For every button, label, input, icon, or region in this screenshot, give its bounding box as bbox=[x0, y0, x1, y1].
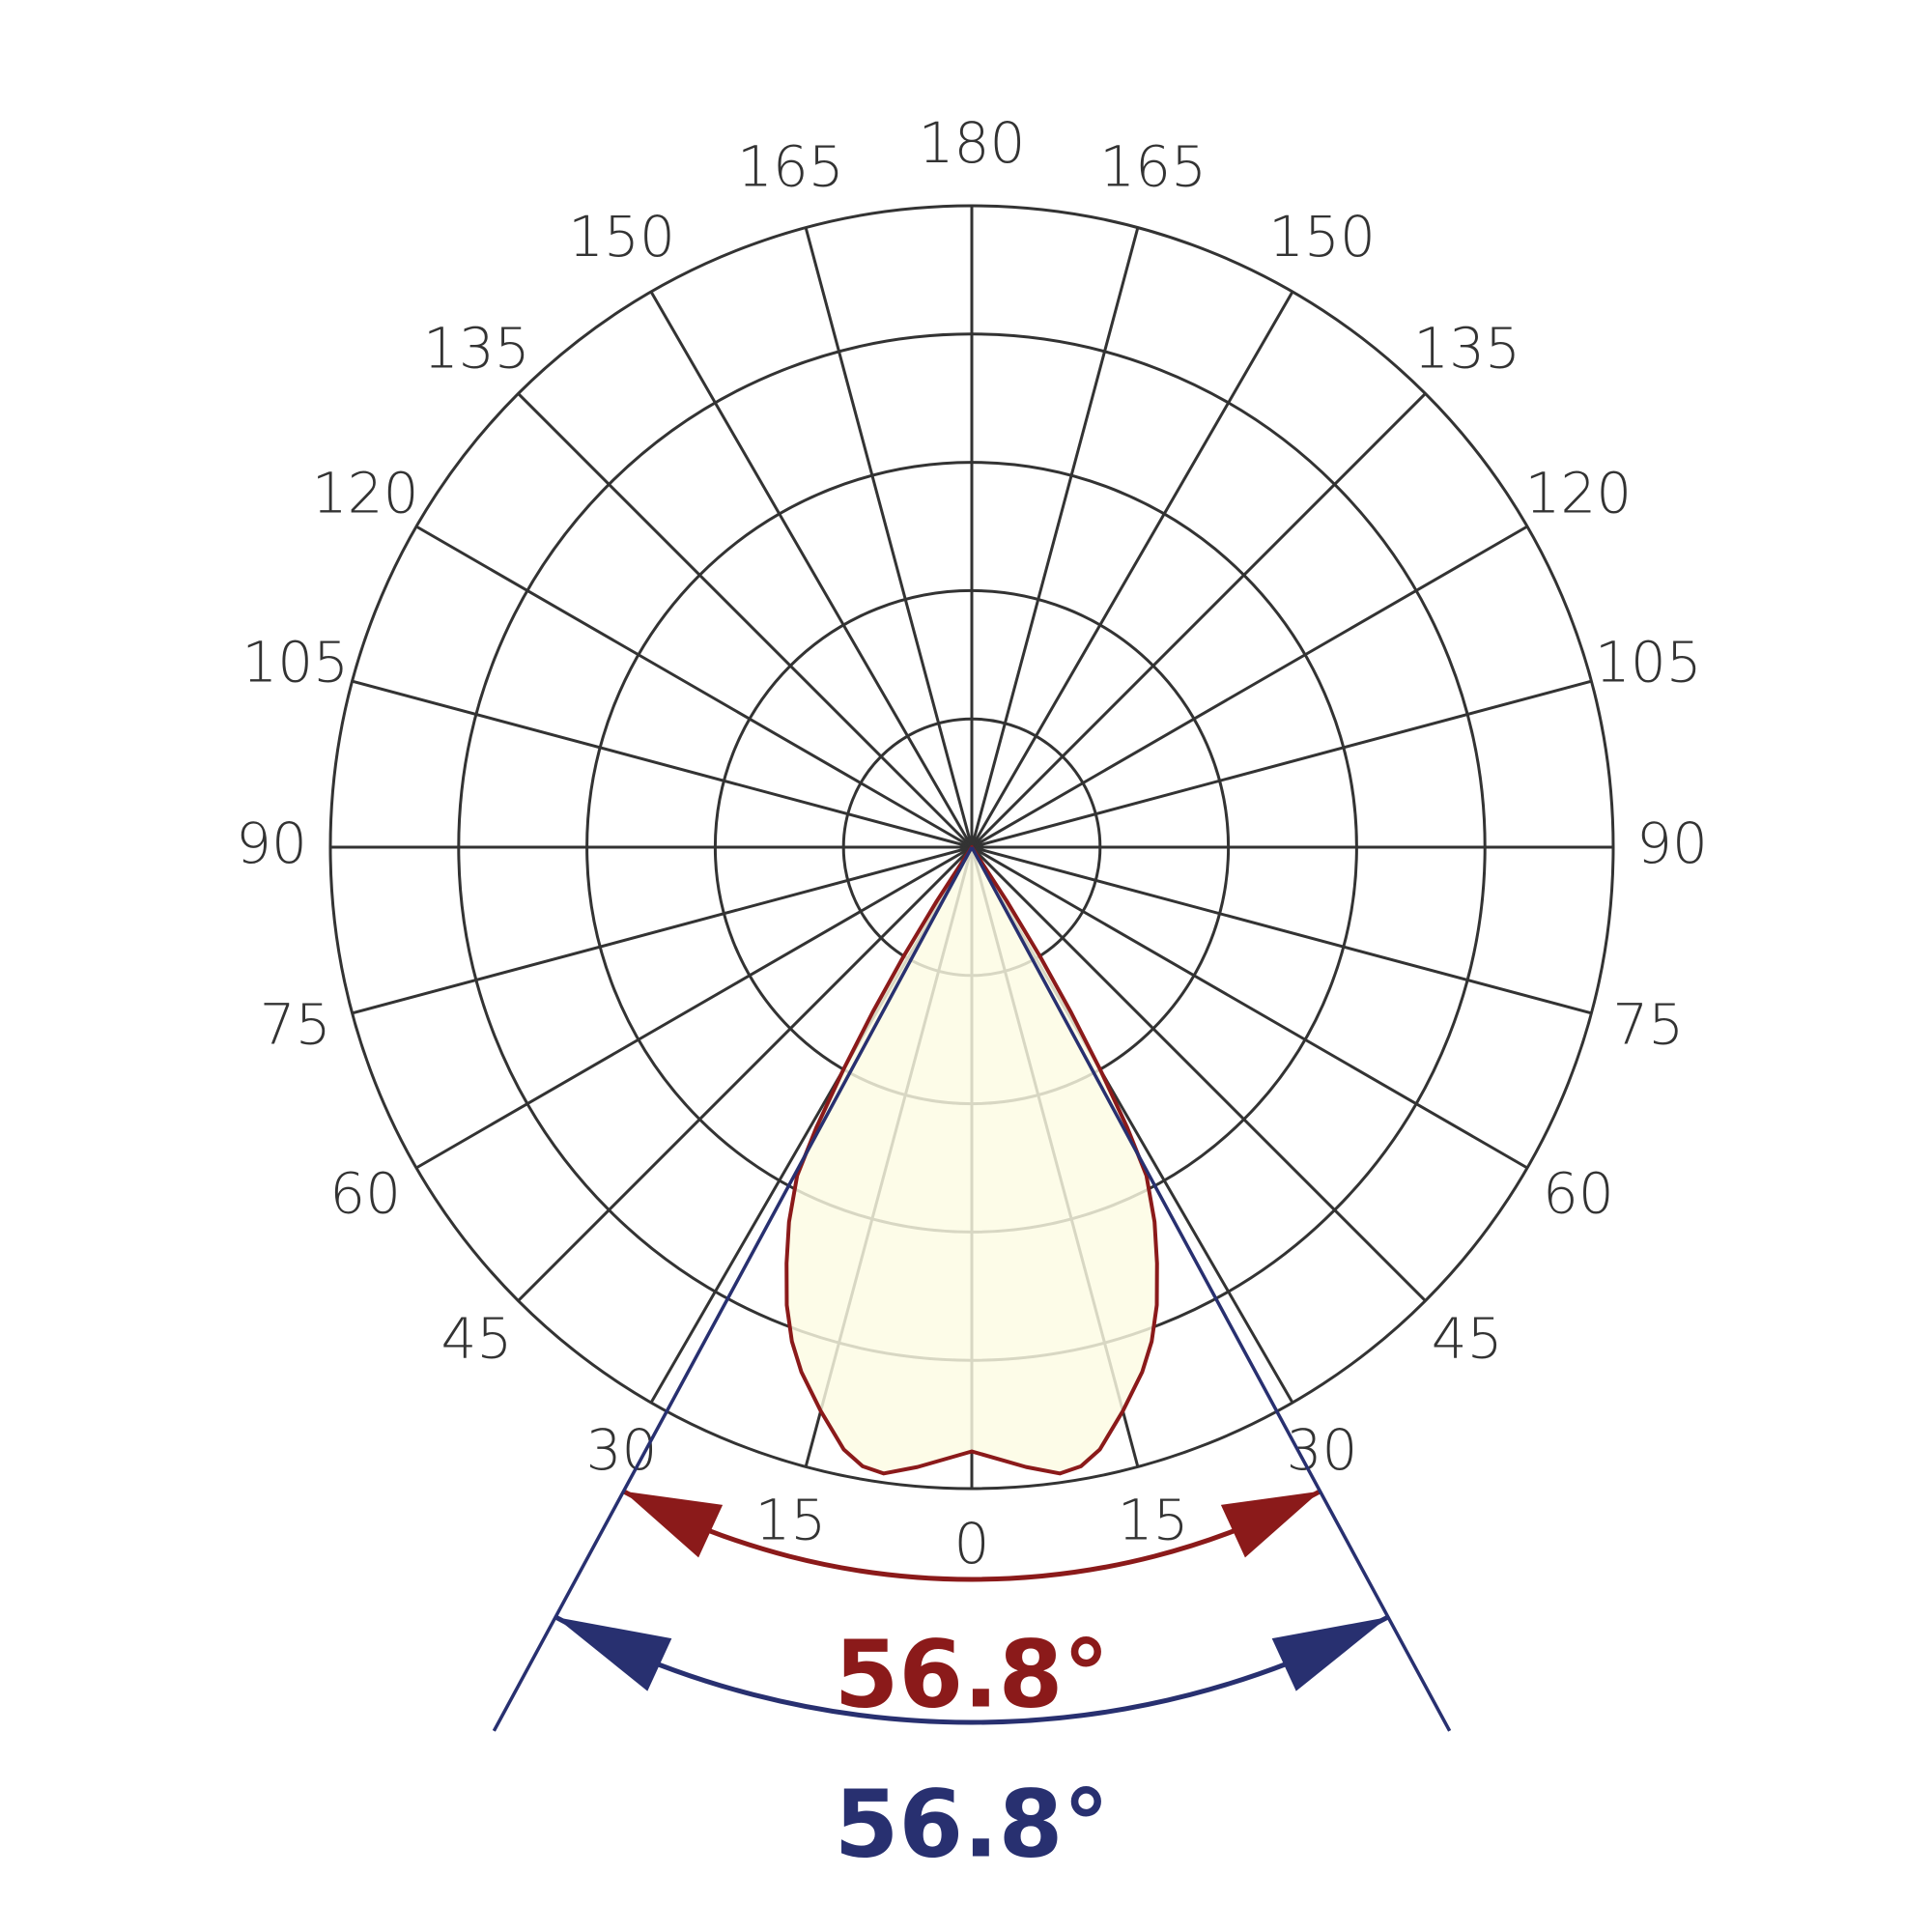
spoke bbox=[970, 227, 1140, 848]
angle-label: 120 bbox=[312, 461, 419, 526]
angle-label: 165 bbox=[1099, 134, 1207, 200]
angle-label: 45 bbox=[440, 1306, 512, 1372]
angle-label: 180 bbox=[919, 110, 1026, 176]
spoke bbox=[352, 679, 973, 849]
arrow-head bbox=[1271, 1616, 1388, 1691]
beam-edge bbox=[970, 846, 1452, 1732]
arrow-head bbox=[1220, 1491, 1321, 1558]
beam-arc bbox=[622, 1489, 1321, 1582]
spoke bbox=[804, 227, 974, 848]
beam-label: 56.8° bbox=[835, 1620, 1110, 1728]
angle-label: 135 bbox=[1413, 315, 1520, 381]
angle-label: 150 bbox=[1268, 204, 1376, 270]
angle-label: 90 bbox=[236, 810, 307, 876]
spoke bbox=[649, 291, 974, 848]
beam-edge bbox=[492, 846, 974, 1732]
angle-label: 15 bbox=[754, 1487, 826, 1552]
spoke bbox=[970, 845, 1427, 1302]
spoke bbox=[415, 525, 973, 849]
angle-label: 60 bbox=[1543, 1161, 1614, 1227]
angle-label: 75 bbox=[260, 992, 331, 1058]
spoke bbox=[352, 845, 973, 1015]
angle-label: 60 bbox=[329, 1161, 401, 1227]
spoke bbox=[415, 845, 973, 1170]
beam-label: 56.8° bbox=[835, 1770, 1110, 1878]
spoke bbox=[517, 392, 974, 849]
angle-label: 90 bbox=[1636, 810, 1708, 876]
spoke bbox=[971, 845, 1592, 1015]
spoke bbox=[971, 525, 1528, 849]
spoke bbox=[971, 845, 1528, 1170]
spoke bbox=[517, 845, 974, 1302]
angle-label: 150 bbox=[568, 204, 675, 270]
angle-label: 0 bbox=[954, 1511, 990, 1577]
arrow-head bbox=[623, 1491, 724, 1558]
angle-label: 120 bbox=[1525, 461, 1633, 526]
spoke bbox=[970, 392, 1427, 849]
angle-label: 165 bbox=[737, 134, 844, 200]
angle-label: 135 bbox=[423, 315, 530, 381]
angle-label: 105 bbox=[1595, 629, 1702, 695]
arrow-head bbox=[555, 1616, 672, 1691]
intensity-area bbox=[786, 847, 1157, 1474]
spoke bbox=[971, 679, 1592, 849]
angle-label: 45 bbox=[1432, 1306, 1503, 1372]
beam-arc bbox=[554, 1614, 1390, 1725]
angle-label: 15 bbox=[1118, 1487, 1189, 1552]
spoke bbox=[970, 291, 1294, 848]
angle-label: 75 bbox=[1612, 992, 1684, 1058]
angle-label: 105 bbox=[242, 629, 349, 695]
